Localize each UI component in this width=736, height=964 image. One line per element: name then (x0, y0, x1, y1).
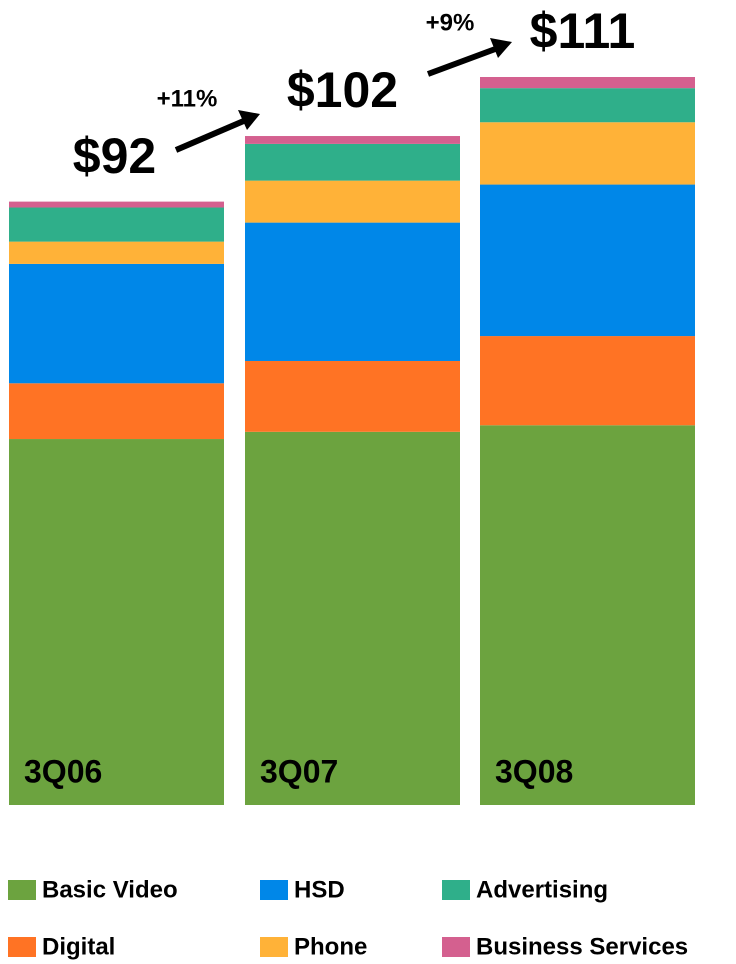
growth-arrow (426, 45, 500, 77)
bar-segment (480, 425, 695, 805)
bar-segment (245, 360, 460, 432)
bar-segment (9, 263, 224, 384)
bar-segment (480, 88, 695, 123)
bar-segment (245, 222, 460, 361)
bar-segment (480, 77, 695, 89)
bar-segment (245, 136, 460, 144)
bar-segment (480, 184, 695, 337)
legend-swatch (442, 937, 470, 957)
bar-segment (245, 143, 460, 181)
bar-segment (9, 201, 224, 208)
legend-label: Basic Video (42, 876, 178, 903)
legend-swatch (8, 937, 36, 957)
category-label: 3Q07 (260, 753, 338, 789)
growth-arrowhead (238, 110, 260, 130)
total-label: $92 (73, 128, 156, 184)
bar-segment (9, 207, 224, 242)
bar-segment (9, 383, 224, 440)
category-label: 3Q08 (495, 753, 573, 789)
legend-label: Advertising (476, 876, 608, 903)
legend-swatch (260, 880, 288, 900)
legend-label: Business Services (476, 933, 688, 960)
category-label: 3Q06 (24, 753, 102, 789)
bar-segment (245, 180, 460, 223)
total-label: $111 (530, 3, 636, 59)
legend-swatch (442, 880, 470, 900)
bar-segment (9, 241, 224, 264)
legend-swatch (8, 880, 36, 900)
legend-label: Digital (42, 933, 115, 960)
bar-segment (9, 439, 224, 805)
legend-label: HSD (294, 876, 345, 903)
bar-segment (480, 122, 695, 185)
bar-segment (245, 431, 460, 805)
total-label: $102 (287, 62, 398, 118)
growth-arrow (174, 117, 248, 153)
growth-arrowhead (490, 38, 512, 58)
legend-label: Phone (294, 933, 367, 960)
bar-segment (480, 336, 695, 426)
growth-label: +11% (157, 85, 218, 112)
legend-swatch (260, 937, 288, 957)
growth-label: +9% (426, 9, 475, 36)
